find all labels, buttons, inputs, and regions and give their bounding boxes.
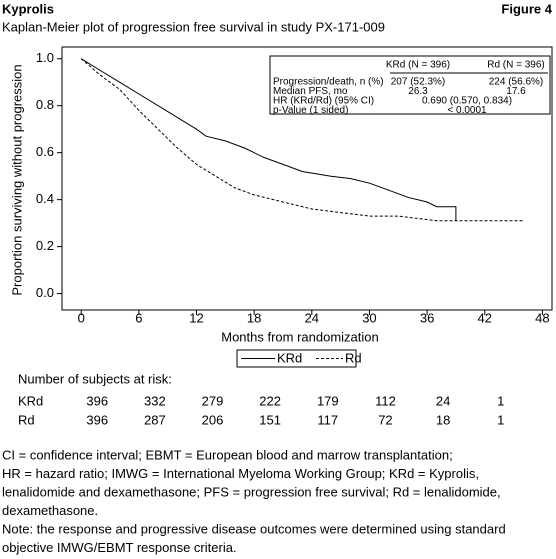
at-risk-row-label: KRd	[18, 393, 43, 408]
annotation-cell: < 0.0001	[447, 105, 487, 116]
y-tick-label: 0.2	[36, 238, 54, 253]
x-tick-label: 42	[478, 310, 492, 325]
at-risk-row-label: Rd	[18, 412, 35, 427]
footnote: dexamethasone.	[2, 503, 98, 518]
survival-curve	[80, 58, 457, 221]
y-axis-label: Proportion surviving without progression	[9, 64, 24, 295]
annotation-cell: 17.6	[506, 86, 526, 97]
annotation-header: KRd (N = 396)	[386, 60, 450, 71]
plot-frame	[61, 46, 553, 311]
y-tick-label: 0.0	[36, 285, 54, 300]
at-risk-count: 72	[378, 412, 392, 427]
at-risk-count: 1	[497, 412, 504, 427]
x-axis-label: Months from randomization	[221, 329, 379, 344]
x-tick-label: 12	[189, 310, 203, 325]
annotation-cell: 207 (52.3%)	[391, 77, 445, 88]
x-tick-label: 0	[78, 310, 85, 325]
at-risk-count: 151	[259, 412, 281, 427]
at-risk-count: 287	[144, 412, 166, 427]
x-tick-label: 18	[247, 310, 261, 325]
at-risk-count: 179	[317, 393, 339, 408]
at-risk-count: 112	[375, 393, 396, 408]
at-risk-count: 332	[144, 393, 166, 408]
x-tick-label: 30	[362, 310, 376, 325]
y-tick-label: 1.0	[36, 50, 54, 65]
x-tick-label: 24	[305, 310, 319, 325]
x-tick-label: 6	[135, 310, 142, 325]
at-risk-title: Number of subjects at risk:	[18, 371, 172, 386]
annotation-label: HR (KRd/Rd) (95% CI)	[273, 96, 374, 107]
at-risk-count: 117	[317, 412, 338, 427]
brand: Kyprolis	[2, 1, 54, 16]
at-risk-count: 206	[202, 412, 224, 427]
footnote: HR = hazard ratio; IMWG = International …	[2, 466, 479, 481]
at-risk-count: 396	[86, 393, 108, 408]
footnote: objective IMWG/EBMT response criteria.	[2, 540, 237, 555]
at-risk-count: 222	[259, 393, 281, 408]
legend-box	[236, 349, 357, 368]
annotation-label: p-Value (1 sided)	[273, 105, 348, 116]
at-risk-count: 18	[436, 412, 450, 427]
survival-curve	[80, 58, 524, 222]
at-risk-count: 396	[86, 412, 108, 427]
figure-label: Figure 4	[501, 1, 552, 16]
footnote: Note: the response and progressive disea…	[2, 521, 506, 536]
annotation-cell: 0.690 (0.570, 0.834)	[422, 96, 512, 107]
x-tick-label: 36	[420, 310, 434, 325]
at-risk-count: 24	[436, 393, 450, 408]
annotation-cell: 224 (56.6%)	[489, 77, 543, 88]
x-tick-label: 48	[535, 310, 549, 325]
y-tick-label: 0.6	[36, 144, 54, 159]
y-tick-label: 0.4	[36, 191, 54, 206]
annotation-box	[269, 55, 551, 115]
footnote: lenalidomide and dexamethasone; PFS = pr…	[2, 484, 501, 499]
legend-label: Rd	[345, 350, 362, 365]
at-risk-count: 279	[202, 393, 224, 408]
footnote: CI = confidence interval; EBMT = Europea…	[2, 447, 453, 462]
at-risk-count: 1	[497, 393, 504, 408]
annotation-label: Progression/death, n (%)	[273, 77, 384, 88]
annotation-label: Median PFS, mo	[273, 86, 348, 97]
chart-title: Kaplan-Meier plot of progression free su…	[2, 19, 385, 34]
y-tick-label: 0.8	[36, 97, 54, 112]
annotation-header: Rd (N = 396)	[487, 60, 545, 71]
annotation-cell: 26.3	[408, 86, 428, 97]
legend-label: KRd	[277, 350, 302, 365]
